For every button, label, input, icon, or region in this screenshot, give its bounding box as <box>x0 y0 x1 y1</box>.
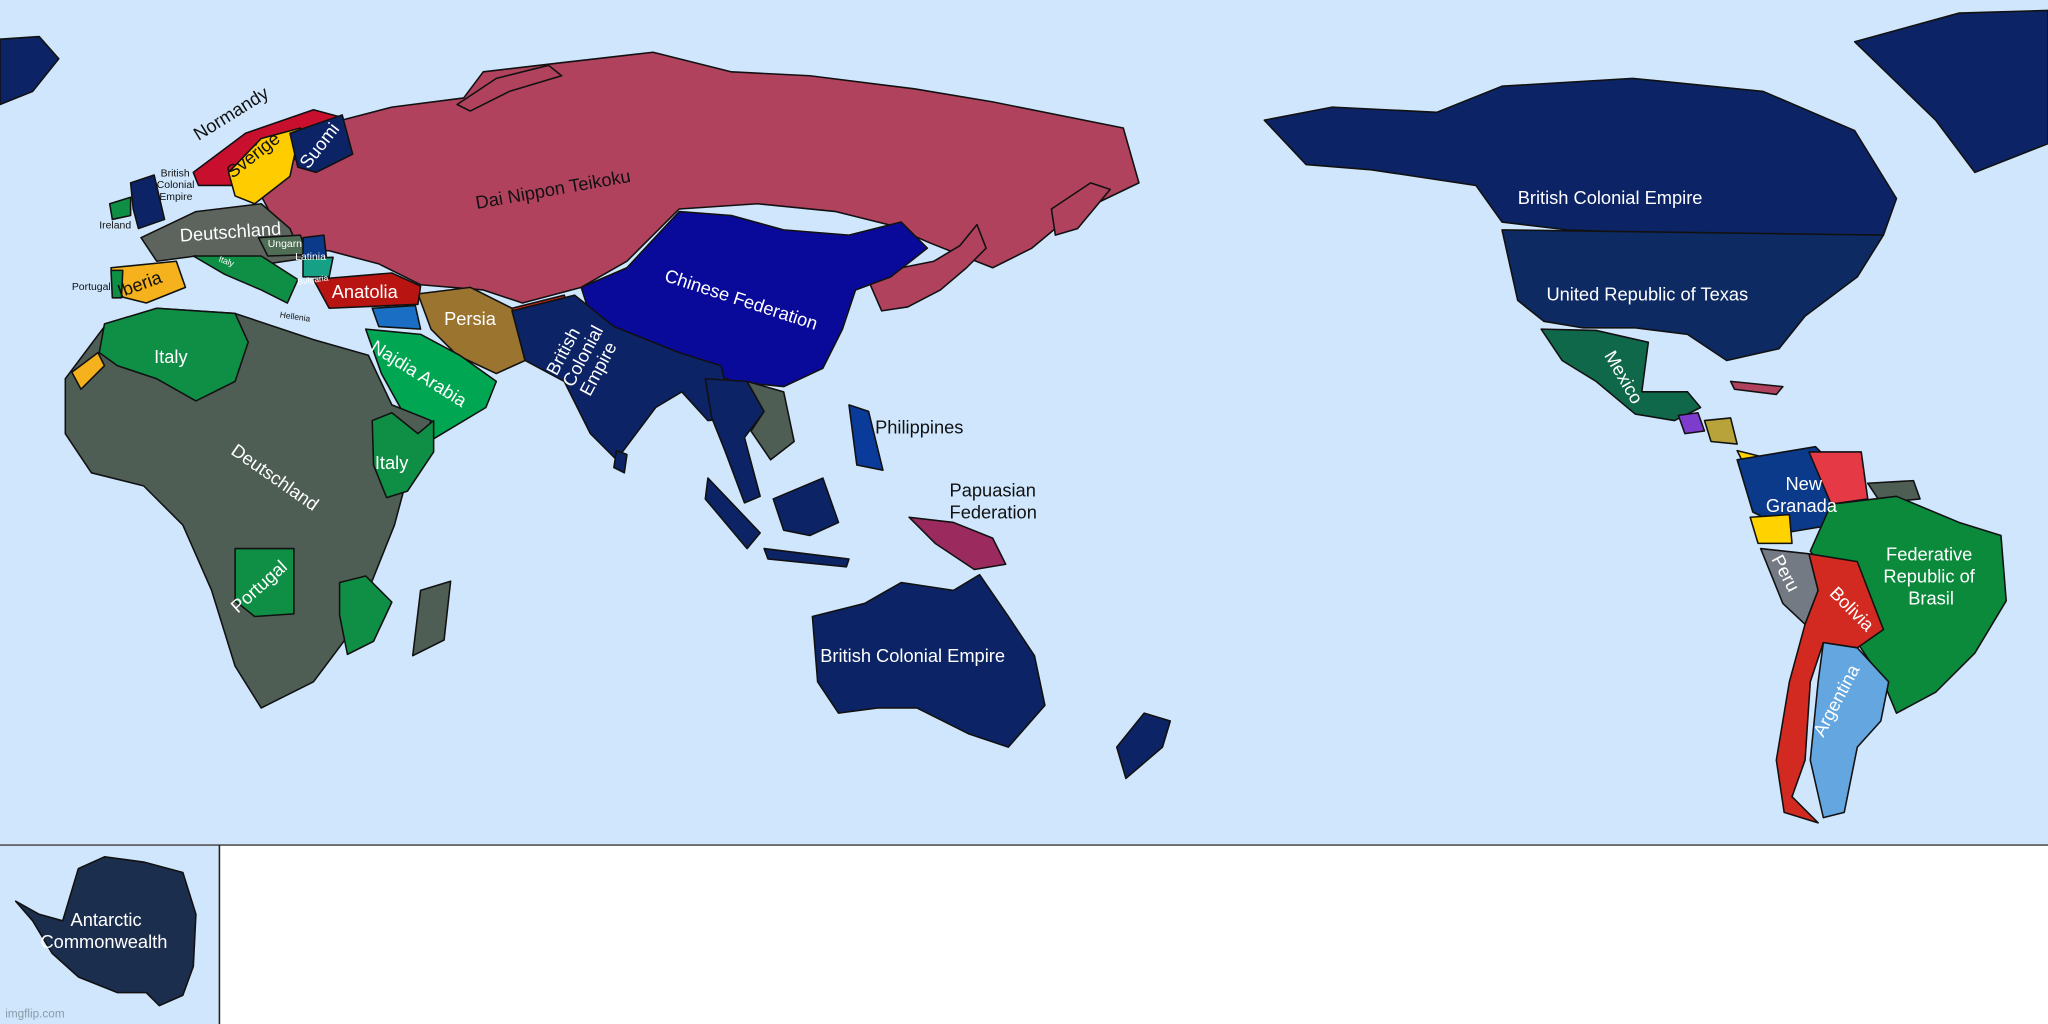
region-novaya <box>456 64 563 112</box>
region-british-australia <box>811 573 1046 748</box>
label-latinia: Latinia <box>295 252 326 263</box>
label-portugal-europe: Portugal <box>72 282 111 293</box>
region-british-west-edge <box>0 35 60 106</box>
region-antarctic-commonwealth <box>14 856 197 1007</box>
label-ireland: Ireland <box>99 221 131 232</box>
region-japan <box>867 223 987 312</box>
region-suomi <box>289 114 354 174</box>
region-kamchatka <box>1050 182 1111 236</box>
region-western-sahara <box>71 351 106 391</box>
label-british-europe: British Colonial Empire <box>157 168 195 203</box>
region-italy-north-africa <box>98 307 249 402</box>
label-hellenia: Hellenia <box>279 309 311 323</box>
region-guianas <box>1866 479 1921 504</box>
label-federative-republic-of-brasil: Federative Republic of Brasil <box>1883 543 1975 608</box>
region-najdia-arabia <box>364 328 498 440</box>
label-persia: Persia <box>444 308 497 329</box>
region-italy-europe <box>192 255 299 304</box>
region-portugal-africa <box>234 547 295 618</box>
region-sri-lanka <box>613 449 628 474</box>
region-madagascar <box>411 580 452 657</box>
region-indonesia-borneo <box>772 477 840 537</box>
region-anatolia <box>312 272 422 310</box>
region-sverige <box>227 127 302 205</box>
label-antarctic-commonwealth: Antarctic Commonwealth <box>40 909 167 952</box>
label-papuasian-federation: Papuasian Federation <box>950 479 1037 522</box>
region-cuba <box>1729 380 1784 396</box>
label-british-australia: British Colonial Empire <box>820 645 1005 666</box>
label-british-north-america: British Colonial Empire <box>1518 187 1703 208</box>
region-vietnam <box>746 380 795 461</box>
region-papuasian-federation <box>908 516 1007 571</box>
region-indonesia-java <box>763 547 850 568</box>
region-british-north-america <box>1263 77 1898 236</box>
region-indonesia-sumatra <box>704 477 761 550</box>
region-persia <box>417 286 526 375</box>
region-philippines <box>848 404 884 471</box>
region-venezuela <box>1808 451 1869 505</box>
region-ireland <box>108 196 132 221</box>
watermark: imgflip.com <box>5 1007 65 1020</box>
region-central-america-a <box>1677 411 1706 435</box>
label-anatolia: Anatolia <box>332 281 399 302</box>
label-new-granada: New Granada <box>1766 473 1838 516</box>
region-british-india <box>511 294 735 461</box>
region-united-republic-of-texas <box>1501 229 1885 362</box>
label-united-republic-of-texas: United Republic of Texas <box>1546 283 1748 304</box>
region-british-isles <box>129 174 166 230</box>
label-philippines: Philippines <box>875 417 963 438</box>
region-bolivia <box>1775 553 1885 824</box>
region-levant <box>371 304 422 330</box>
label-bulgaria: Bulgaria <box>297 272 329 286</box>
region-portugal-europe <box>110 269 124 299</box>
region-mexico <box>1540 328 1702 422</box>
region-mozambique <box>338 575 393 656</box>
label-italy-east-africa: Italy <box>375 452 409 473</box>
region-bulgaria <box>302 256 334 278</box>
region-ecuador <box>1749 513 1793 545</box>
region-central-america-b <box>1703 417 1738 445</box>
region-italy-east-africa <box>371 411 435 499</box>
region-argentina <box>1809 641 1890 819</box>
region-new-zealand <box>1115 712 1172 780</box>
blank-panel <box>219 845 2048 1024</box>
label-italy-north-africa: Italy <box>154 346 188 367</box>
label-ungarn: Ungarn <box>268 239 302 250</box>
